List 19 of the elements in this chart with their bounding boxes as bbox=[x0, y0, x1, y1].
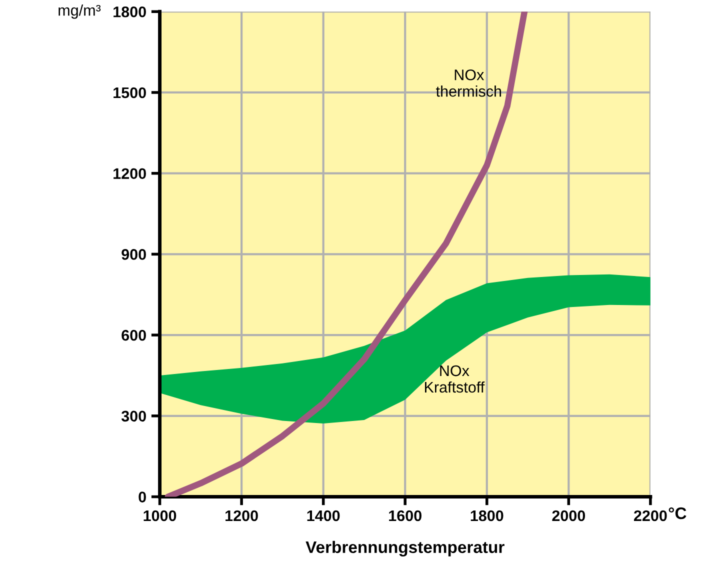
x-tick-label: 2000 bbox=[552, 510, 586, 522]
y-tick-label: 300 bbox=[121, 410, 146, 422]
y-tick-label: 900 bbox=[122, 249, 146, 260]
y-tick-label: 0 bbox=[138, 492, 146, 502]
y-tick-label: 1200 bbox=[114, 168, 146, 180]
x-tick-label: 1400 bbox=[307, 510, 340, 522]
y-axis-title: mg/m³ bbox=[58, 4, 101, 19]
x-tick-label: 1600 bbox=[389, 510, 422, 522]
annotation: NOx Kraftstoff bbox=[425, 365, 485, 393]
x-tick-label: 1000 bbox=[144, 510, 176, 522]
y-tick-label: 600 bbox=[122, 330, 146, 341]
x-axis-title: Verbrennungstemperatur bbox=[306, 540, 504, 556]
x-tick-label: 1800 bbox=[470, 510, 504, 522]
x-tick-label: 2200 bbox=[634, 510, 667, 522]
y-tick-label: 1800 bbox=[114, 6, 146, 18]
text: °C bbox=[668, 507, 686, 520]
x-tick-label: 1200 bbox=[226, 510, 258, 522]
y-tick-label: 1500 bbox=[114, 87, 146, 98]
annotation: NOx thermisch bbox=[436, 69, 502, 97]
